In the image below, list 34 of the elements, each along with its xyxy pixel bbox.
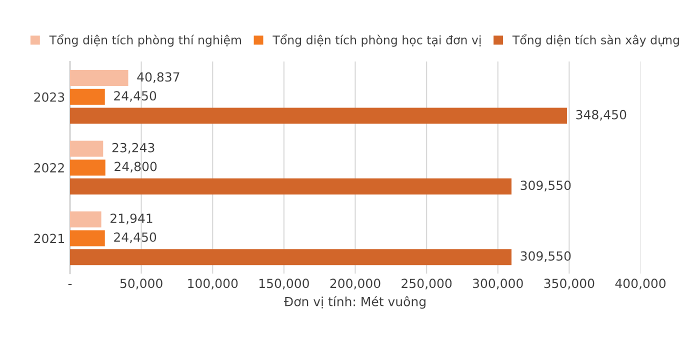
legend-label: Tổng diện tích sàn xây dựng <box>512 34 679 47</box>
bar <box>70 211 102 228</box>
bar <box>70 108 567 124</box>
legend-label: Tổng diện tích phòng học tại đơn vị <box>272 34 481 47</box>
x-tick-label: 300,000 <box>472 278 523 290</box>
data-label: 24,800 <box>114 162 157 172</box>
x-tick-label: 200,000 <box>330 278 380 290</box>
x-tick-label: 150,000 <box>259 278 309 290</box>
bar <box>70 178 512 194</box>
bar <box>70 230 105 246</box>
bar <box>70 160 106 176</box>
data-label: 309,550 <box>520 251 571 262</box>
x-tick-label: 50,000 <box>120 278 162 290</box>
bar <box>70 140 104 157</box>
x-tick-label: - <box>68 284 72 286</box>
bar <box>70 249 512 266</box>
x-tick-label: 350,000 <box>544 278 594 290</box>
x-tick-label: 400,000 <box>615 278 666 290</box>
legend-label: Tổng diện tích phòng thí nghiệm <box>49 34 241 47</box>
x-tick-label: 250,000 <box>402 278 452 290</box>
data-label: 348,450 <box>576 110 626 121</box>
bar <box>70 70 128 86</box>
y-tick-label: 2022 <box>34 163 64 173</box>
data-label: 24,450 <box>114 232 156 244</box>
x-tick-label: 100,000 <box>188 278 238 290</box>
data-label: 309,550 <box>520 180 571 192</box>
y-tick-label: 2021 <box>34 234 64 244</box>
x-axis-title: Đơn vị tính: Mét vuông <box>284 296 426 309</box>
data-label: 21,941 <box>110 214 152 224</box>
data-label: 40,837 <box>137 72 180 83</box>
bar <box>70 88 105 105</box>
data-label: 24,450 <box>114 91 156 102</box>
y-tick-label: 2023 <box>34 92 64 102</box>
data-label: 23,243 <box>112 142 154 154</box>
